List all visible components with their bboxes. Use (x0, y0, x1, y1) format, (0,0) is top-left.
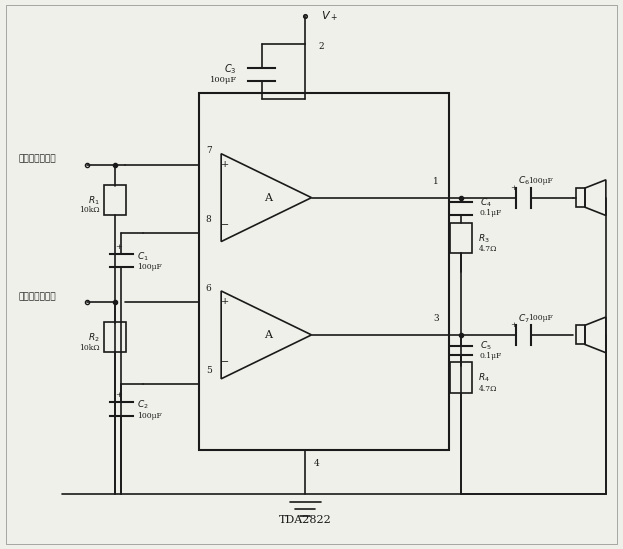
Bar (450, 362, 472, 393)
Text: $R_4$: $R_4$ (478, 372, 490, 384)
Text: 100μF: 100μF (528, 315, 553, 322)
Text: 4.7Ω: 4.7Ω (478, 245, 497, 253)
Text: +: + (115, 391, 122, 399)
Text: $R_1$: $R_1$ (88, 194, 100, 206)
Bar (104, 185, 126, 215)
Text: $R_3$: $R_3$ (478, 232, 490, 244)
Text: A: A (264, 193, 272, 203)
Text: 0.1μF: 0.1μF (480, 352, 502, 360)
Text: $R_2$: $R_2$ (88, 332, 100, 344)
Text: $V_+$: $V_+$ (321, 9, 338, 24)
Text: 3: 3 (433, 314, 439, 323)
Text: 5: 5 (206, 366, 212, 375)
Text: $C_1$: $C_1$ (137, 250, 149, 262)
Text: TDA2822: TDA2822 (279, 516, 331, 525)
Text: +: + (221, 160, 230, 169)
Text: −: − (221, 221, 230, 229)
Text: +: + (510, 321, 517, 329)
Text: $C_7$: $C_7$ (518, 312, 530, 324)
Text: 10kΩ: 10kΩ (79, 206, 100, 214)
Bar (104, 322, 126, 352)
Text: +: + (510, 184, 517, 192)
Text: −: − (221, 358, 230, 367)
Text: 100μF: 100μF (528, 177, 553, 185)
Text: 2: 2 (318, 42, 324, 51)
Text: 1: 1 (433, 177, 439, 186)
Bar (576, 325, 585, 345)
Text: 输入（右声道）: 输入（右声道） (19, 292, 56, 301)
Bar (199, 93, 449, 450)
Text: 100μF: 100μF (137, 264, 162, 271)
Text: 6: 6 (206, 284, 212, 293)
Text: 7: 7 (206, 147, 212, 155)
Text: +: + (221, 298, 230, 306)
Text: 0.1μF: 0.1μF (480, 209, 502, 217)
Text: 100μF: 100μF (137, 412, 162, 419)
Text: $C_2$: $C_2$ (137, 399, 149, 411)
Text: 4.7Ω: 4.7Ω (478, 385, 497, 393)
Bar (576, 188, 585, 207)
Text: 输入（左声道）: 输入（左声道） (19, 155, 56, 164)
Text: $C_5$: $C_5$ (480, 340, 492, 352)
Text: $C_6$: $C_6$ (518, 175, 530, 187)
Bar (450, 223, 472, 253)
Text: 4: 4 (313, 460, 320, 468)
Text: 100μF: 100μF (209, 76, 237, 83)
Text: +: + (115, 243, 122, 251)
Text: $C_4$: $C_4$ (480, 197, 492, 209)
Text: $C_3$: $C_3$ (224, 61, 237, 76)
Text: A: A (264, 330, 272, 340)
Text: 10kΩ: 10kΩ (79, 344, 100, 351)
Text: 8: 8 (206, 215, 212, 224)
